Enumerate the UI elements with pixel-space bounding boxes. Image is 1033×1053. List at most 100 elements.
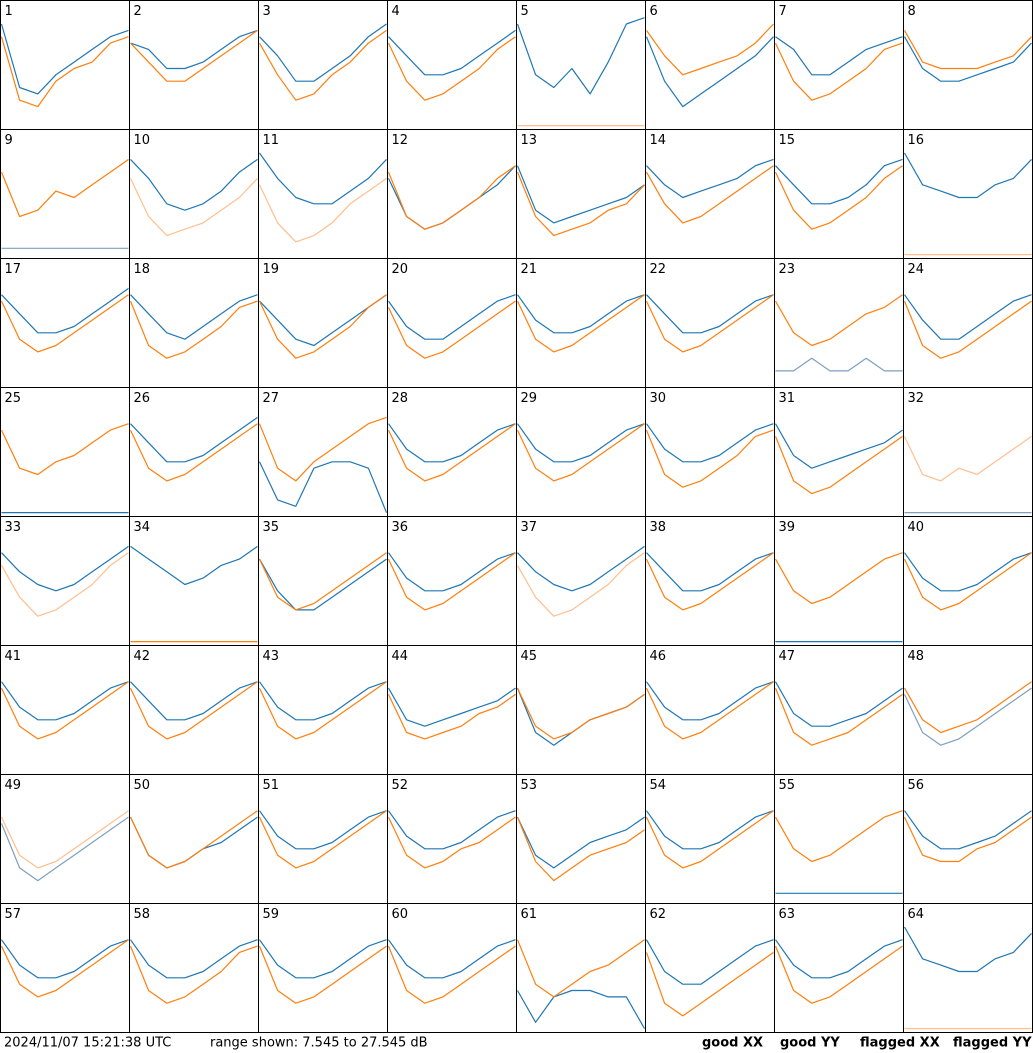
panel-frame xyxy=(0,516,130,646)
panel-label: 31 xyxy=(779,391,796,406)
panel-label: 19 xyxy=(263,262,280,277)
panel-frame xyxy=(129,258,259,388)
panel-label: 16 xyxy=(908,133,925,148)
yy-line xyxy=(516,294,645,353)
panel-label: 5 xyxy=(521,4,529,19)
panel-frame xyxy=(0,774,130,904)
panel-frame xyxy=(645,129,775,259)
panel-label: 35 xyxy=(263,520,280,535)
panel-label: 57 xyxy=(5,907,22,922)
panel-frame xyxy=(903,387,1033,517)
yy-line xyxy=(258,294,387,359)
panel-label: 45 xyxy=(521,649,538,664)
panel-label: 37 xyxy=(521,520,538,535)
panel-label: 12 xyxy=(392,133,409,148)
yy-line xyxy=(387,165,516,230)
panel-frame xyxy=(645,645,775,775)
yy-line xyxy=(774,687,903,746)
panel-frame xyxy=(774,258,904,388)
panel-label: 25 xyxy=(5,391,22,406)
panel-frame xyxy=(774,645,904,775)
yy-line xyxy=(903,552,1032,611)
yy-line xyxy=(129,681,258,740)
panel-label: 55 xyxy=(779,778,796,793)
panel-frame xyxy=(258,387,388,517)
panel-frame xyxy=(387,258,517,388)
yy-line xyxy=(516,552,645,617)
xx-line xyxy=(388,810,516,850)
panel-frame xyxy=(903,645,1033,775)
panel-label: 40 xyxy=(908,520,925,535)
yy-line xyxy=(129,300,258,359)
panel-label: 30 xyxy=(650,391,667,406)
panel-frame xyxy=(129,645,259,775)
panel-frame xyxy=(903,516,1033,646)
panel-label: 6 xyxy=(650,4,658,19)
xx-line xyxy=(387,165,516,230)
yy-line xyxy=(516,423,645,482)
yy-line xyxy=(258,681,387,740)
panel-label: 49 xyxy=(5,778,22,793)
xx-line xyxy=(646,294,774,334)
panel-label: 38 xyxy=(650,520,667,535)
panel-label: 17 xyxy=(5,262,22,277)
yy-line xyxy=(0,681,129,740)
panel-frame xyxy=(516,645,646,775)
yy-line xyxy=(0,939,129,998)
panel-frame xyxy=(645,516,775,646)
xx-line xyxy=(774,423,903,469)
panel-frame xyxy=(903,258,1033,388)
yy-line xyxy=(774,435,903,495)
yy-line xyxy=(903,300,1032,359)
yy-line xyxy=(258,810,387,869)
xx-line xyxy=(259,810,387,850)
panel-frame xyxy=(0,258,130,388)
panel-label: 10 xyxy=(134,133,151,148)
xx-line xyxy=(517,545,645,592)
yy-line xyxy=(387,300,516,359)
panel-frame xyxy=(516,129,646,259)
panel-label: 54 xyxy=(650,778,667,793)
panel-frame xyxy=(387,0,517,130)
panel-frame xyxy=(774,903,904,1033)
panel-label: 26 xyxy=(134,391,151,406)
xx-line xyxy=(645,36,774,108)
yy-line xyxy=(903,681,1032,734)
xx-line xyxy=(130,681,258,721)
panel-frame xyxy=(903,903,1033,1033)
yy-line xyxy=(645,294,774,353)
xx-line xyxy=(904,552,1032,592)
xx-line xyxy=(0,23,129,95)
xx-line xyxy=(258,461,388,513)
xx-line xyxy=(775,357,903,372)
panel-frame xyxy=(258,0,388,130)
xx-line xyxy=(646,158,774,199)
xx-line xyxy=(646,552,774,592)
xx-line xyxy=(259,23,387,82)
panel-label: 62 xyxy=(650,907,667,922)
yy-line xyxy=(516,939,645,998)
xx-line xyxy=(646,810,774,850)
yy-line xyxy=(0,423,129,476)
panel-label: 36 xyxy=(392,520,409,535)
panel-label: 15 xyxy=(779,133,796,148)
legend-entry: good YY xyxy=(780,1036,840,1051)
xx-line xyxy=(259,294,387,347)
panel-label: 24 xyxy=(908,262,925,277)
xx-line xyxy=(387,687,516,727)
yy-line xyxy=(387,816,516,869)
panel-frame xyxy=(774,0,904,130)
panel-frame xyxy=(258,516,388,646)
xx-line xyxy=(904,810,1032,850)
yy-line xyxy=(645,165,774,224)
panel-label: 33 xyxy=(5,520,22,535)
yy-line xyxy=(129,177,258,237)
yy-line xyxy=(645,810,774,869)
xx-line xyxy=(259,939,387,979)
panel-label: 53 xyxy=(521,778,538,793)
xx-line xyxy=(516,687,645,746)
xx-line xyxy=(516,989,646,1029)
panel-frame xyxy=(903,0,1033,130)
xx-line xyxy=(1,545,129,592)
